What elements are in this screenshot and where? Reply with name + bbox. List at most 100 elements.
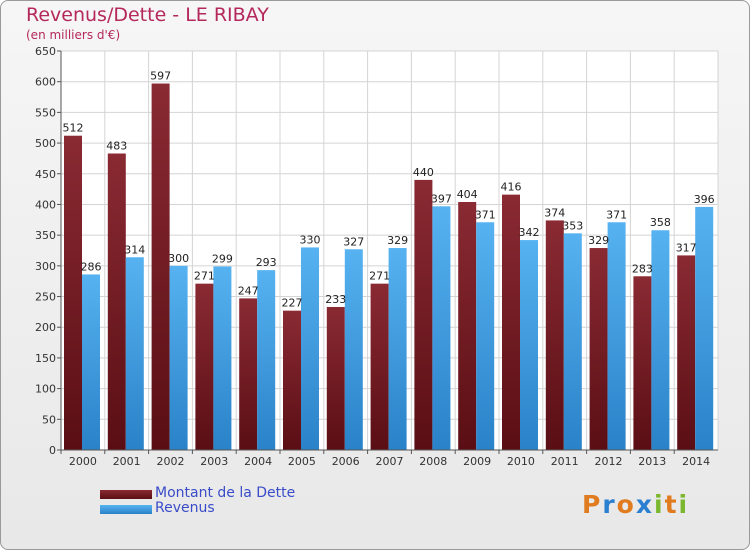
data-labels: 512 286 483 314 597 300 271 299 247 293 227 330 233 3… xyxy=(63,70,715,310)
bar-debt xyxy=(195,283,214,450)
data-label-revenue: 353 xyxy=(562,219,583,232)
bar-revenue xyxy=(301,247,319,450)
data-label-revenue: 358 xyxy=(650,216,671,229)
bar-revenue xyxy=(82,274,100,450)
bar-debt xyxy=(414,179,433,450)
data-label-debt: 416 xyxy=(501,181,522,194)
data-label-debt: 247 xyxy=(238,284,259,297)
bars xyxy=(64,83,714,451)
bar-revenue xyxy=(651,230,670,450)
data-label-revenue: 371 xyxy=(475,208,496,221)
x-tick-label: 2008 xyxy=(419,455,447,468)
bar-debt xyxy=(370,283,389,450)
proxiti-logo: Proxiti xyxy=(582,490,689,519)
bar-revenue xyxy=(476,222,495,450)
y-tick-label: 550 xyxy=(35,106,56,119)
bar-revenue xyxy=(520,240,538,450)
y-tick-label: 600 xyxy=(35,76,56,89)
data-label-revenue: 293 xyxy=(256,256,277,269)
logo-letter: i xyxy=(654,490,665,519)
data-label-debt: 329 xyxy=(588,234,609,247)
x-tick-label: 2014 xyxy=(682,455,710,468)
x-tick-label: 2012 xyxy=(595,455,623,468)
bar-debt xyxy=(326,306,345,450)
logo-letter: r xyxy=(602,490,617,519)
y-tick-label: 100 xyxy=(35,383,56,396)
y-tick-label: 150 xyxy=(35,352,56,365)
bar-revenue xyxy=(213,266,232,450)
legend-label-revenue: Revenus xyxy=(155,500,215,516)
bar-revenue xyxy=(432,206,451,450)
y-tick-label: 300 xyxy=(35,260,56,273)
x-tick-label: 2010 xyxy=(507,455,535,468)
x-tick-label: 2002 xyxy=(157,455,185,468)
legend-swatch-debt xyxy=(100,490,152,499)
data-label-debt: 483 xyxy=(106,140,127,153)
data-label-debt: 374 xyxy=(544,206,565,219)
axes: 0 50 100 150 200 250 300 350 400 450 500 550 600 650 2… xyxy=(35,45,718,468)
data-label-debt: 271 xyxy=(369,270,390,283)
bar-debt xyxy=(151,83,170,450)
bar-revenue xyxy=(125,257,144,450)
x-tick-label: 2007 xyxy=(376,455,404,468)
bar-revenue xyxy=(695,206,714,450)
bar-revenue xyxy=(388,248,407,450)
logo-letter: t xyxy=(664,490,679,519)
bar-revenue xyxy=(607,222,626,450)
bar-revenue xyxy=(257,270,276,450)
bar-debt xyxy=(677,255,696,450)
y-tick-label: 0 xyxy=(49,444,56,457)
y-tick-label: 450 xyxy=(35,168,56,181)
legend-label-debt: Montant de la Dette xyxy=(155,485,296,501)
legend-swatch-revenue xyxy=(100,505,152,514)
bar-revenue xyxy=(344,249,363,450)
x-tick-label: 2013 xyxy=(638,455,666,468)
data-label-debt: 227 xyxy=(282,297,303,310)
x-tick-label: 2001 xyxy=(113,455,141,468)
data-label-debt: 283 xyxy=(632,262,653,275)
bar-debt xyxy=(283,310,301,450)
logo-letter: x xyxy=(635,490,654,519)
data-label-revenue: 397 xyxy=(431,192,452,205)
data-label-revenue: 396 xyxy=(694,193,715,206)
x-tick-label: 2004 xyxy=(244,455,272,468)
data-label-revenue: 299 xyxy=(212,252,233,265)
x-tick-label: 2011 xyxy=(551,455,579,468)
x-tick-label: 2009 xyxy=(463,455,491,468)
y-tick-label: 350 xyxy=(35,229,56,242)
bar-debt xyxy=(545,220,564,450)
chart-subtitle: (en milliers d'€) xyxy=(26,28,121,42)
data-label-revenue: 329 xyxy=(387,234,408,247)
data-label-debt: 404 xyxy=(457,188,478,201)
bar-debt xyxy=(589,248,608,450)
chart-title: Revenus/Dette - LE RIBAY xyxy=(26,4,269,26)
y-tick-label: 650 xyxy=(35,45,56,58)
y-tick-label: 50 xyxy=(42,413,56,426)
x-tick-label: 2000 xyxy=(69,455,97,468)
y-tick-label: 500 xyxy=(35,137,56,150)
data-label-revenue: 286 xyxy=(81,260,102,273)
data-label-revenue: 300 xyxy=(168,252,189,265)
logo-letter: i xyxy=(678,490,690,519)
bar-revenue xyxy=(563,233,582,450)
y-tick-label: 200 xyxy=(35,321,56,334)
x-tick-label: 2005 xyxy=(288,455,316,468)
data-label-debt: 440 xyxy=(413,166,434,179)
data-label-revenue: 330 xyxy=(300,233,321,246)
bar-debt xyxy=(633,276,652,450)
data-label-debt: 597 xyxy=(150,70,171,83)
data-label-debt: 317 xyxy=(676,241,697,254)
x-tick-label: 2006 xyxy=(332,455,360,468)
bar-debt xyxy=(239,298,258,450)
bar-debt xyxy=(502,194,520,450)
data-label-revenue: 314 xyxy=(124,243,145,256)
bar-revenue xyxy=(169,265,188,450)
y-tick-label: 400 xyxy=(35,198,56,211)
data-label-debt: 512 xyxy=(63,122,84,135)
bar-debt xyxy=(458,202,477,450)
data-label-revenue: 342 xyxy=(519,226,540,239)
data-label-debt: 271 xyxy=(194,270,215,283)
logo-letter: o xyxy=(616,490,636,519)
y-tick-label: 250 xyxy=(35,291,56,304)
